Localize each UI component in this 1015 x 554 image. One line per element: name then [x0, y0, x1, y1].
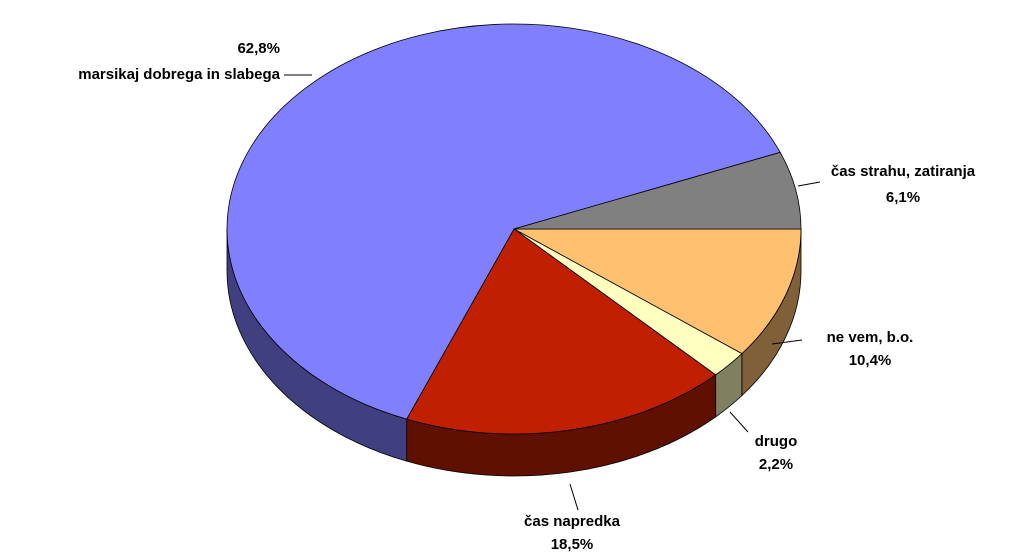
slice	[406, 228, 717, 435]
slice-label: marsikaj dobrega in slabega	[78, 66, 280, 83]
leader-line	[771, 339, 803, 345]
value-label: 62,8%	[237, 40, 280, 57]
slice	[226, 23, 781, 420]
leader-line	[569, 483, 579, 511]
value-label: 6,1%	[886, 189, 920, 206]
leader-line	[797, 181, 821, 187]
slice-label: čas strahu, zatiranja	[831, 163, 976, 180]
slice-label: ne vem, b.o.	[827, 329, 914, 346]
value-label: 18,5%	[551, 536, 594, 553]
leader-line	[729, 411, 749, 433]
slice-label: drugo	[755, 433, 798, 450]
value-label: 2,2%	[759, 456, 793, 473]
value-label: 10,4%	[849, 352, 892, 369]
slice	[513, 228, 802, 355]
slice	[513, 151, 802, 230]
slice-label: čas napredka	[524, 513, 621, 530]
